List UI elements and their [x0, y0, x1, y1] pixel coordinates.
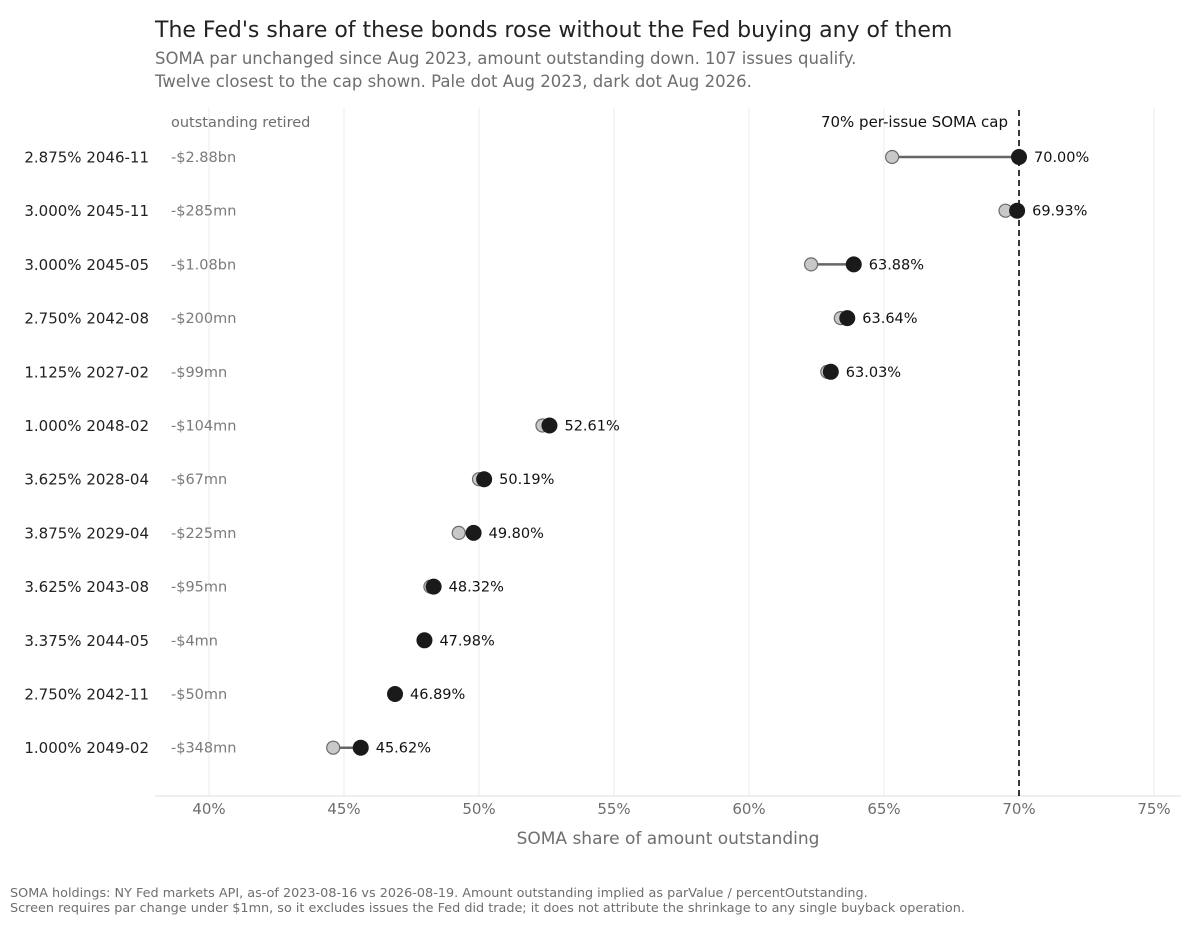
x-tick-label: 70% — [1002, 800, 1035, 818]
retired-amount: -$4mn — [171, 633, 218, 649]
dot-aug-2026 — [822, 363, 839, 380]
value-label: 70.00% — [1034, 150, 1089, 166]
issue-label: 2.875% 2046-11 — [24, 149, 149, 167]
chart-row: 1.000% 2048-02 -$104mn 52.61% — [24, 417, 619, 435]
dot-aug-2026 — [839, 310, 856, 327]
dot-aug-2023 — [451, 525, 466, 541]
retired-amount: -$200mn — [171, 311, 236, 327]
chart-row: 2.750% 2042-08 -$200mn 63.64% — [24, 310, 917, 328]
dot-aug-2026 — [416, 632, 433, 649]
retired-amount: -$1.08bn — [171, 257, 236, 273]
issue-label: 3.625% 2028-04 — [24, 471, 149, 489]
retired-amount: -$95mn — [171, 580, 227, 596]
dot-aug-2023 — [326, 740, 341, 755]
retired-amount: -$104mn — [171, 419, 236, 435]
x-tick-label: 55% — [597, 800, 630, 818]
x-tick-label: 40% — [192, 800, 225, 818]
dot-aug-2026 — [465, 524, 482, 541]
value-label: 52.61% — [564, 419, 619, 435]
dot-aug-2026 — [1009, 202, 1026, 219]
value-label: 48.32% — [449, 580, 504, 596]
issue-label: 2.750% 2042-08 — [24, 310, 149, 328]
dot-aug-2026 — [425, 578, 442, 595]
value-label: 47.98% — [439, 633, 494, 649]
value-label: 45.62% — [376, 741, 431, 757]
issue-label: 3.875% 2029-04 — [24, 524, 149, 542]
chart-row: 3.875% 2029-04 -$225mn 49.80% — [24, 524, 544, 542]
chart-subtitle-line-1: SOMA par unchanged since Aug 2023, amoun… — [155, 49, 856, 68]
retired-column-header: outstanding retired — [171, 115, 310, 131]
issue-label: 1.000% 2048-02 — [24, 417, 149, 435]
value-label: 50.19% — [499, 472, 554, 488]
dot-aug-2026 — [387, 686, 404, 702]
dot-aug-2026 — [845, 256, 862, 273]
issue-label: 3.000% 2045-05 — [24, 256, 149, 274]
dot-aug-2026 — [1011, 149, 1027, 165]
x-tick-label: 75% — [1137, 800, 1170, 818]
retired-amount: -$2.88bn — [171, 150, 236, 166]
chart-row: 3.375% 2044-05 -$4mn 47.98% — [24, 632, 494, 650]
chart-row: 1.000% 2049-02 -$348mn 45.62% — [24, 739, 431, 757]
chart-row: 2.875% 2046-11 -$2.88bn 70.00% — [24, 149, 1089, 167]
cap-label: 70% per-issue SOMA cap — [821, 113, 1008, 131]
x-axis-label: SOMA share of amount outstanding — [517, 829, 820, 849]
x-tick-label: 50% — [462, 800, 495, 818]
value-label: 49.80% — [489, 526, 544, 542]
x-tick-labels: 40% 45% 50% 55% 60% 65% 70% 75% — [192, 800, 1170, 818]
chart-subtitle-line-2: Twelve closest to the cap shown. Pale do… — [154, 72, 752, 91]
value-label: 63.64% — [862, 311, 917, 327]
chart-row: 1.125% 2027-02 -$99mn 63.03% — [24, 363, 901, 381]
x-tick-label: 65% — [867, 800, 900, 818]
issue-label: 3.625% 2043-08 — [24, 578, 149, 596]
chart-row: 3.625% 2043-08 -$95mn 48.32% — [24, 578, 504, 596]
retired-amount: -$348mn — [171, 741, 236, 757]
retired-amount: -$99mn — [171, 365, 227, 381]
chart-row: 3.625% 2028-04 -$67mn 50.19% — [24, 471, 554, 489]
x-tick-label: 60% — [732, 800, 765, 818]
issue-label: 3.375% 2044-05 — [24, 632, 149, 650]
value-label: 46.89% — [410, 687, 465, 703]
x-tick-label: 45% — [327, 800, 360, 818]
dot-aug-2023 — [884, 149, 900, 165]
issue-label: 3.000% 2045-11 — [24, 202, 149, 220]
issue-label: 2.750% 2042-11 — [24, 686, 149, 704]
retired-amount: -$285mn — [171, 204, 236, 220]
dot-aug-2026 — [476, 471, 493, 488]
chart-title: The Fed's share of these bonds rose with… — [154, 18, 952, 43]
retired-amount: -$67mn — [171, 472, 227, 488]
value-label: 63.03% — [846, 365, 901, 381]
dot-aug-2026 — [541, 417, 558, 434]
issue-label: 1.125% 2027-02 — [24, 363, 149, 381]
issue-label: 1.000% 2049-02 — [24, 739, 149, 757]
footer-line-2: Screen requires par change under $1mn, s… — [10, 901, 965, 916]
value-label: 69.93% — [1032, 204, 1087, 220]
value-label: 63.88% — [869, 257, 924, 273]
chart-row: 3.000% 2045-05 -$1.08bn 63.88% — [24, 256, 924, 274]
chart-rows: 2.875% 2046-11 -$2.88bn 70.00% 3.000% 2045-… — [24, 149, 1089, 758]
chart-row: 3.000% 2045-11 -$285mn 69.93% — [24, 202, 1087, 220]
chart-row: 2.750% 2042-11 -$50mn 46.89% — [24, 686, 465, 704]
retired-amount: -$50mn — [171, 687, 227, 703]
cap-group: 70% per-issue SOMA cap — [821, 110, 1020, 796]
dot-aug-2026 — [352, 739, 369, 756]
footer-line-1: SOMA holdings: NY Fed markets API, as-of… — [10, 886, 868, 901]
dot-aug-2023 — [803, 257, 819, 272]
retired-amount: -$225mn — [171, 526, 236, 542]
